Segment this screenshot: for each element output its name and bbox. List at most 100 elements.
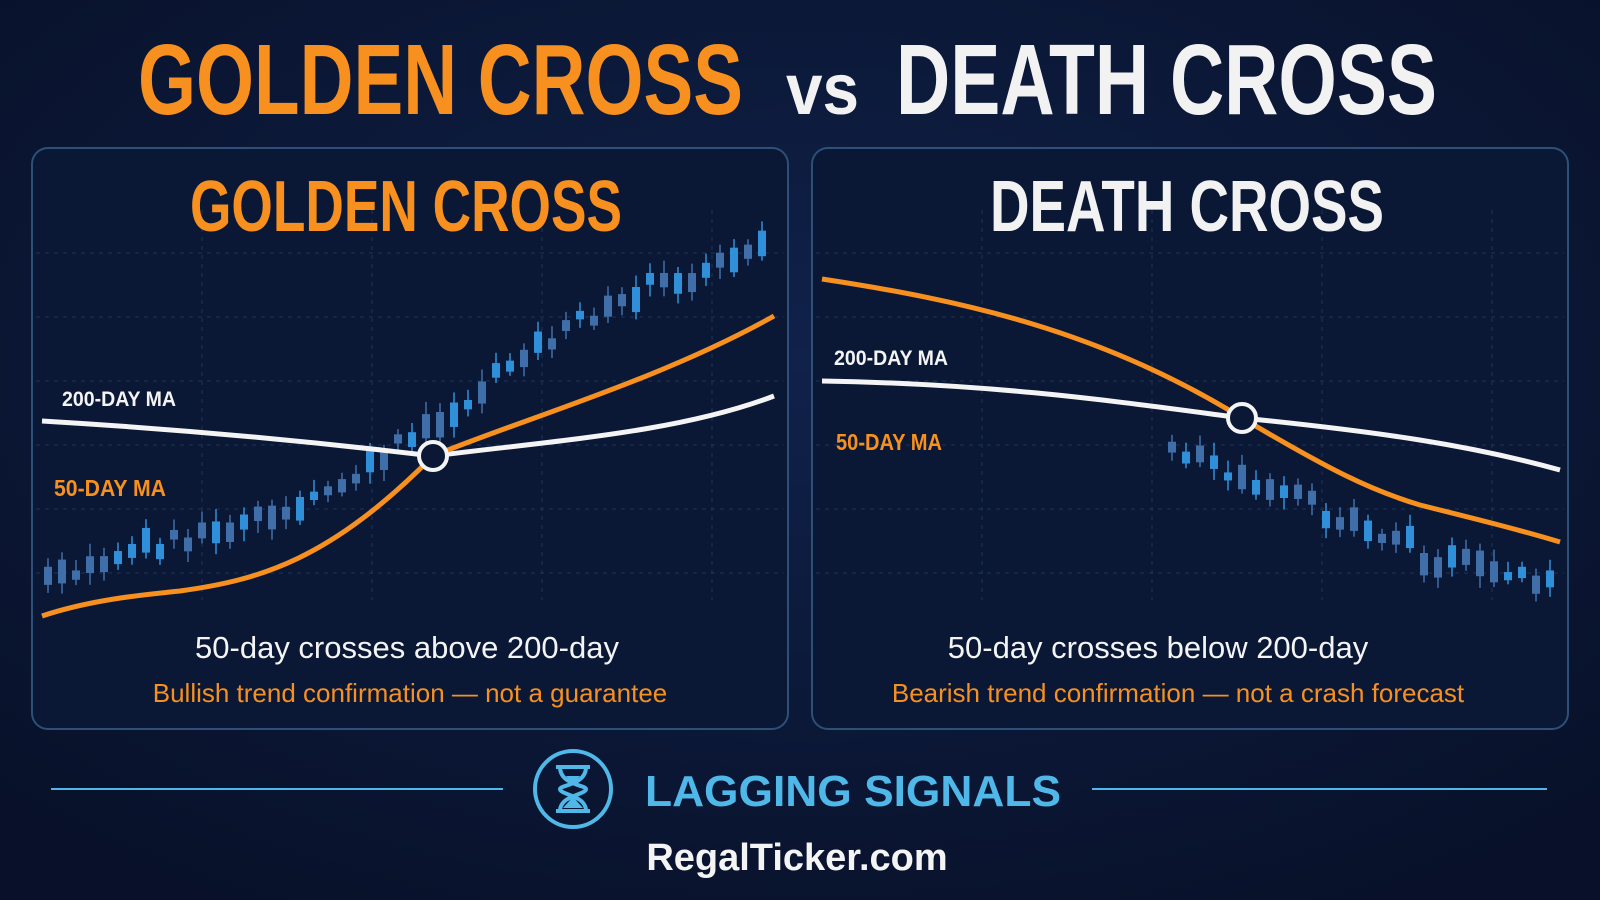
- candle-body: [1280, 485, 1288, 499]
- candle-body: [660, 272, 668, 288]
- panel-frame: [811, 147, 1569, 730]
- candle-body: [1392, 530, 1400, 545]
- ma-200-label: 200-DAY MA: [62, 388, 176, 411]
- candle-body: [1420, 553, 1428, 576]
- panel-title: DEATH CROSS: [990, 167, 1384, 247]
- candle-body: [464, 399, 472, 410]
- candle-body: [520, 349, 528, 368]
- candle-body: [100, 556, 108, 573]
- candle-body: [758, 230, 766, 257]
- candle-body: [548, 338, 556, 350]
- title-vs: vs: [786, 50, 859, 130]
- candle-body: [1378, 533, 1386, 543]
- ma-50-line: [41, 313, 776, 619]
- candle-body: [1266, 479, 1274, 500]
- ma-200-label: 200-DAY MA: [834, 347, 948, 370]
- candle-body: [212, 521, 220, 544]
- candle-body: [1546, 570, 1554, 588]
- title-death: DEATH CROSS: [896, 24, 1437, 136]
- candle-body: [1504, 572, 1512, 581]
- candle-body: [240, 514, 248, 530]
- subcaption: Bearish trend confirmation — not a crash…: [892, 678, 1465, 708]
- candle-body: [1182, 451, 1190, 464]
- cross-point: [417, 440, 449, 472]
- candle-body: [366, 450, 374, 473]
- candle-body: [646, 272, 654, 285]
- panel-death: DEATH CROSS: [811, 147, 1569, 730]
- caption: 50-day crosses below 200-day: [948, 630, 1369, 665]
- candle-body: [562, 320, 570, 332]
- candle-body: [1168, 441, 1176, 453]
- candle-body: [1364, 520, 1372, 542]
- candle-body: [478, 381, 486, 404]
- candle-body: [1350, 507, 1358, 531]
- candle-body: [576, 310, 584, 320]
- candle-body: [394, 434, 402, 444]
- panel-title: GOLDEN CROSS: [190, 167, 622, 247]
- candle-body: [338, 479, 346, 493]
- candle-body: [492, 363, 500, 378]
- candle-body: [86, 556, 94, 574]
- candle-body: [436, 412, 444, 438]
- candle-body: [1490, 561, 1498, 583]
- candle-body: [1308, 490, 1316, 505]
- candle-body: [1196, 445, 1204, 463]
- candle-body: [44, 566, 52, 585]
- candle-body: [296, 496, 304, 521]
- ma-50-line: [821, 276, 1561, 545]
- candle-body: [198, 522, 206, 539]
- candle-body: [1434, 557, 1442, 578]
- ma-50-label: 50-DAY MA: [54, 475, 166, 501]
- candle-body: [716, 252, 724, 268]
- candle-body: [254, 506, 262, 522]
- candle-body: [170, 529, 178, 540]
- cross-point: [1226, 402, 1258, 434]
- signal-label: LAGGING SIGNALS: [645, 767, 1061, 816]
- candle-body: [506, 360, 514, 372]
- candle-body: [1294, 484, 1302, 499]
- candle-body: [1238, 464, 1246, 490]
- candle-body: [184, 537, 192, 552]
- candle-body: [590, 315, 598, 326]
- candle-body: [268, 505, 276, 530]
- candle-body: [72, 570, 80, 580]
- candle-body: [702, 262, 710, 278]
- candle-body: [282, 506, 290, 520]
- candle-body: [128, 543, 136, 558]
- candle-body: [226, 522, 234, 542]
- candle-body: [310, 491, 318, 501]
- candle-body: [1448, 545, 1456, 568]
- candles: [44, 221, 1554, 602]
- candle-body: [352, 473, 360, 484]
- title-golden: GOLDEN CROSS: [138, 24, 743, 136]
- candle-body: [408, 432, 416, 447]
- candle-body: [632, 287, 640, 313]
- caption: 50-day crosses above 200-day: [195, 630, 619, 665]
- candle-body: [58, 559, 66, 584]
- candle-body: [1336, 517, 1344, 530]
- candle-body: [142, 527, 150, 553]
- candle-body: [1406, 525, 1414, 549]
- candle-body: [1224, 472, 1232, 481]
- subcaption: Bullish trend confirmation — not a guara…: [153, 678, 668, 708]
- candle-body: [604, 295, 612, 317]
- candle-body: [688, 273, 696, 293]
- candle-body: [534, 331, 542, 353]
- candle-body: [324, 486, 332, 496]
- candle-body: [1462, 548, 1470, 565]
- candle-body: [730, 247, 738, 273]
- candle-body: [1252, 479, 1260, 495]
- candle-body: [674, 273, 682, 294]
- candle-body: [380, 450, 388, 470]
- candle-body: [1476, 550, 1484, 577]
- candle-body: [1322, 510, 1330, 529]
- candle-body: [450, 402, 458, 427]
- candle-body: [618, 294, 626, 307]
- hourglass-icon: [533, 749, 613, 829]
- candle-body: [422, 414, 430, 439]
- candle-body: [156, 543, 164, 560]
- site-name: RegalTicker.com: [646, 837, 947, 879]
- candle-body: [114, 551, 122, 565]
